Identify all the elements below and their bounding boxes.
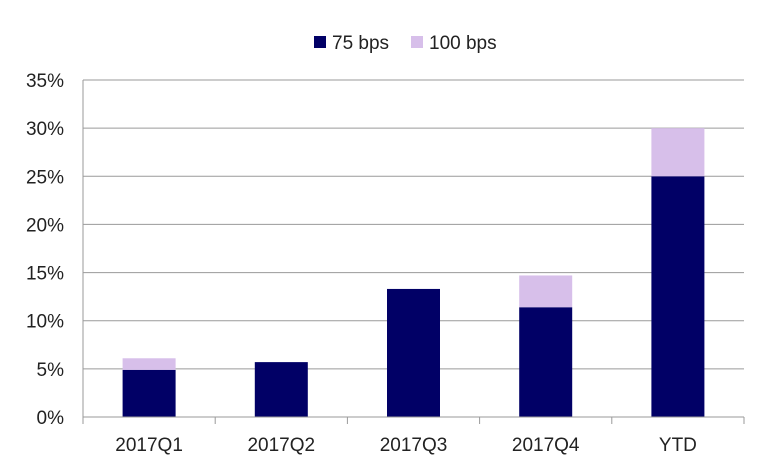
legend-label: 100 bps <box>429 33 497 54</box>
bar-2017q1-series-0 <box>122 369 176 417</box>
bar-2017q2-series-0 <box>254 362 308 417</box>
y-tick-label: 10% <box>26 312 64 333</box>
x-tick-label: 2017Q1 <box>115 435 183 456</box>
x-tick-label: 2017Q3 <box>380 435 448 456</box>
bar-2017q3-series-0 <box>387 288 440 417</box>
y-tick-label: 15% <box>26 264 64 285</box>
bar-2017q1-series-1 <box>122 358 176 370</box>
bars <box>122 128 705 417</box>
x-tick-label: YTD <box>659 435 697 456</box>
bar-2017q4-series-0 <box>519 307 573 417</box>
y-tick-label: 25% <box>26 167 64 188</box>
gridlines <box>83 79 744 370</box>
legend-label: 75 bps <box>332 33 389 54</box>
y-tick-label: 5% <box>37 360 65 381</box>
legend-swatch <box>314 36 326 48</box>
legend: 75 bps 100 bps <box>314 33 497 54</box>
y-tick-label: 0% <box>37 408 65 429</box>
bar-2017q4-series-1 <box>519 275 573 308</box>
y-tick-label: 20% <box>26 215 64 236</box>
bar-ytd-series-1 <box>651 128 705 177</box>
bar-ytd-series-0 <box>651 176 705 417</box>
x-tick-label: 2017Q4 <box>512 435 580 456</box>
x-tick-label: 2017Q2 <box>247 435 315 456</box>
y-tick-label: 30% <box>26 119 64 140</box>
legend-swatch <box>411 36 423 48</box>
y-tick-label: 35% <box>26 71 64 92</box>
axes <box>82 80 745 424</box>
x-tick-labels: 2017Q1 2017Q2 2017Q3 2017Q4 YTD <box>115 435 697 456</box>
y-tick-labels: 0% 5% 10% 15% 20% 25% 30% 35% <box>26 71 64 429</box>
